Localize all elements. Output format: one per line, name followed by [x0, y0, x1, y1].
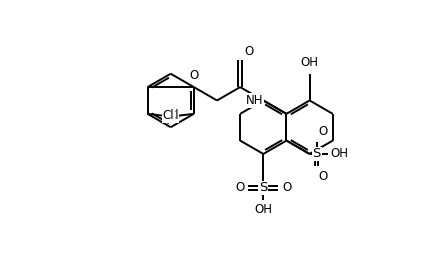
Text: O: O	[189, 69, 198, 82]
Text: O: O	[235, 181, 245, 194]
Text: Cl: Cl	[167, 109, 179, 122]
Text: O: O	[319, 170, 328, 183]
Text: S: S	[259, 181, 267, 194]
Text: OH: OH	[331, 147, 349, 160]
Text: O: O	[319, 125, 328, 138]
Text: OH: OH	[301, 56, 319, 69]
Text: NH: NH	[246, 94, 263, 107]
Text: Cl: Cl	[163, 109, 174, 122]
Text: OH: OH	[254, 203, 272, 217]
Text: O: O	[282, 181, 292, 194]
Text: O: O	[244, 45, 254, 58]
Text: S: S	[313, 147, 321, 160]
